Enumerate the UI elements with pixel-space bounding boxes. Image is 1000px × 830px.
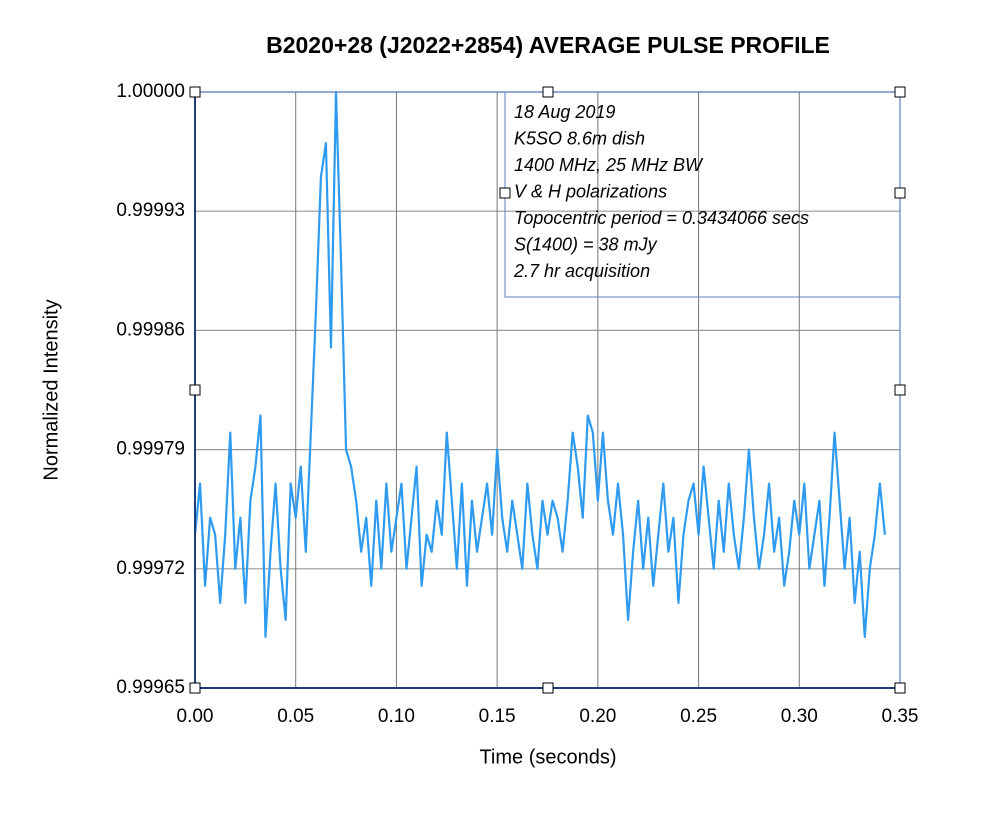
x-tick-label: 0.25 xyxy=(680,706,717,727)
annotation-line: S(1400) = 38 mJy xyxy=(514,235,658,255)
x-tick-label: 0.00 xyxy=(177,706,214,727)
handle xyxy=(189,86,201,98)
annotation: 18 Aug 2019 K5SO 8.6m dish 1400 MHz, 25 MH… xyxy=(513,102,809,281)
handle xyxy=(189,384,201,396)
annotation-line: 2.7 hr acquisition xyxy=(513,261,650,281)
handle xyxy=(894,187,906,199)
handle xyxy=(499,187,511,199)
handle xyxy=(542,86,554,98)
handle xyxy=(894,682,906,694)
y-tick-label: 0.99986 xyxy=(116,319,185,340)
x-axis-label: Time (seconds) xyxy=(479,746,616,768)
handle xyxy=(894,384,906,396)
y-tick-label: 0.99972 xyxy=(116,558,185,579)
plot xyxy=(193,90,886,639)
x-tick-label: 0.35 xyxy=(882,706,919,727)
annotation-line: V & H polarizations xyxy=(514,182,667,202)
y-tick-label: 0.99965 xyxy=(116,677,185,698)
x-tick-label: 0.30 xyxy=(781,706,818,727)
y-tick-label: 0.99993 xyxy=(116,200,185,221)
x-tick-label: 0.10 xyxy=(378,706,415,727)
x-tick-label: 0.05 xyxy=(277,706,314,727)
y-axis-label: Normalized Intensity xyxy=(40,299,62,480)
annotation-line: 1400 MHz, 25 MHz BW xyxy=(514,155,704,175)
y-tick-label: 1.00000 xyxy=(116,81,185,102)
chart-title: B2020+28 (J2022+2854) AVERAGE PULSE PROF… xyxy=(266,32,830,58)
handle xyxy=(189,682,201,694)
annotation-line: Topocentric period = 0.3434066 secs xyxy=(514,208,809,228)
y-tick-label: 0.99979 xyxy=(116,439,185,460)
x-tick-label: 0.15 xyxy=(479,706,516,727)
handle xyxy=(894,86,906,98)
handle xyxy=(542,682,554,694)
x-tick-label: 0.20 xyxy=(579,706,616,727)
data-line xyxy=(193,90,886,639)
annotation-line: 18 Aug 2019 xyxy=(514,102,615,122)
selection-handles xyxy=(189,86,906,694)
annotation-line: K5SO 8.6m dish xyxy=(514,129,645,149)
